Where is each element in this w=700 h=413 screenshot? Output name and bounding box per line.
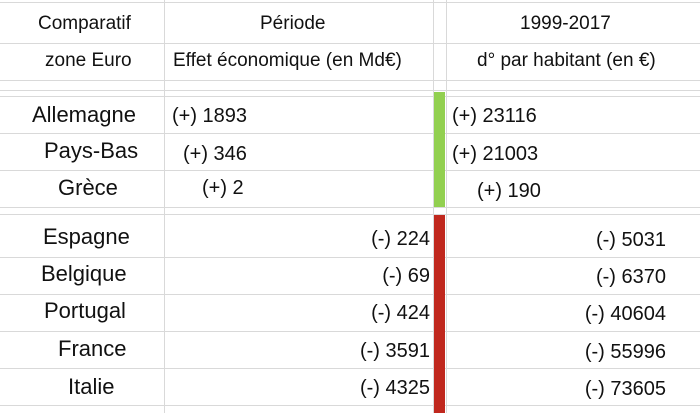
per-capita-grece: (+) 190 <box>477 180 541 202</box>
row-divider <box>0 133 700 134</box>
negative-indicator-bar <box>434 215 445 413</box>
effect-allemagne: (+) 1893 <box>172 105 248 127</box>
country-espagne: Espagne <box>43 224 130 249</box>
per-capita-italie: (-) 73605 <box>584 378 666 400</box>
row-divider <box>0 90 700 91</box>
country-france: France <box>58 336 127 361</box>
effect-portugal: (-) 424 <box>371 302 430 324</box>
per-capita-allemagne: (+) 23116 <box>452 105 537 127</box>
header-years: 1999-2017 <box>520 13 611 34</box>
row-divider <box>0 368 700 369</box>
effect-espagne: (-) 224 <box>371 228 430 250</box>
row-divider <box>0 43 700 44</box>
row-divider <box>0 207 700 208</box>
row-divider <box>0 405 700 406</box>
country-italie: Italie <box>68 374 115 399</box>
row-divider <box>0 170 700 171</box>
positive-indicator-bar <box>434 92 445 207</box>
country-allemagne: Allemagne <box>32 102 136 127</box>
per-capita-espagne: (-) 5031 <box>595 229 666 251</box>
row-divider <box>0 2 700 3</box>
country-belgique: Belgique <box>41 261 127 286</box>
header-effet-economique: Effet économique (en Md€) <box>173 50 402 71</box>
country-pays-bas: Pays-Bas <box>44 138 139 163</box>
column-divider <box>446 0 447 413</box>
row-divider <box>0 214 700 215</box>
row-divider <box>0 294 700 295</box>
row-divider <box>0 96 700 97</box>
header-comparatif: Comparatif <box>38 13 131 34</box>
column-divider <box>164 0 165 413</box>
effect-belgique: (-) 69 <box>382 265 430 287</box>
effect-france: (-) 3591 <box>359 340 430 362</box>
column-divider <box>433 0 434 413</box>
effect-grece: (+) 2 <box>202 177 244 199</box>
country-grece: Grèce <box>58 175 118 200</box>
row-divider <box>0 331 700 332</box>
row-divider <box>0 257 700 258</box>
per-capita-portugal: (-) 40604 <box>584 303 666 325</box>
effect-pays-bas: (+) 346 <box>183 143 247 165</box>
per-capita-belgique: (-) 6370 <box>595 266 666 288</box>
header-periode: Période <box>260 13 326 34</box>
effect-italie: (-) 4325 <box>359 377 430 399</box>
country-portugal: Portugal <box>44 298 126 323</box>
header-zone-euro: zone Euro <box>45 50 132 71</box>
per-capita-pays-bas: (+) 21003 <box>452 143 539 165</box>
header-par-habitant: d° par habitant (en €) <box>477 50 656 71</box>
per-capita-france: (-) 55996 <box>584 341 666 363</box>
row-divider <box>0 80 700 81</box>
